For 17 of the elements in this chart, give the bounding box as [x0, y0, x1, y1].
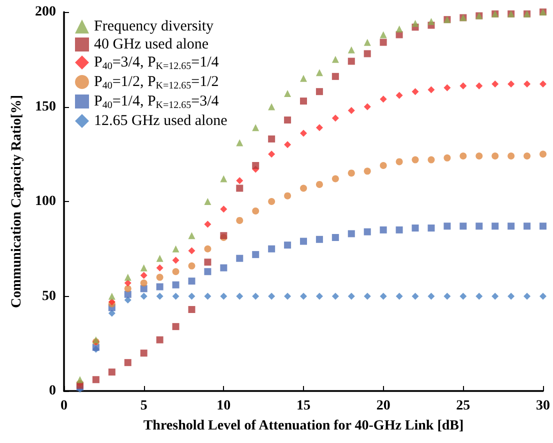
y-tick-label: 100: [35, 194, 56, 209]
x-tick-label: 10: [216, 398, 231, 414]
x-tick-label: 0: [60, 398, 68, 414]
y-tick-label: 50: [42, 288, 56, 304]
x-tick-label: 25: [456, 398, 470, 414]
legend-label: 40 GHz used alone: [94, 36, 209, 52]
x-tick-label: 15: [296, 398, 310, 414]
legend-label: Frequency diversity: [94, 18, 214, 34]
legend-label: 12.65 GHz used alone: [94, 113, 228, 129]
y-axis-title: Communication Capacity Ratio[%]: [10, 94, 24, 308]
x-tick-label: 5: [140, 398, 148, 414]
x-tick-label: 30: [536, 398, 550, 414]
x-tick-label: 20: [376, 398, 390, 414]
y-tick-label: 150: [35, 99, 56, 114]
y-tick-label: 200: [35, 4, 56, 20]
x-axis-title: Threshold Level of Attenuation for 40-GHz Link [dB]: [143, 418, 464, 434]
y-tick-label: 0: [49, 384, 56, 398]
